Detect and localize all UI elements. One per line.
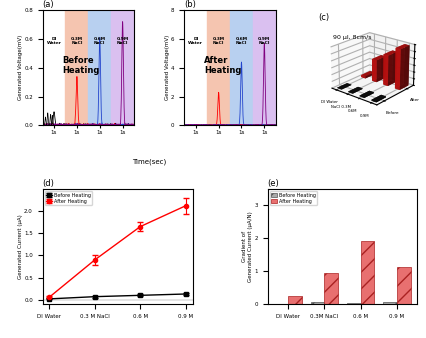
Bar <box>397 267 411 304</box>
Bar <box>88 10 111 125</box>
Bar <box>253 10 276 125</box>
Text: (b): (b) <box>184 0 196 9</box>
Bar <box>288 296 302 304</box>
Text: 0.6M
NaCl: 0.6M NaCl <box>236 37 248 45</box>
Text: Time(sec): Time(sec) <box>132 159 166 165</box>
Text: (e): (e) <box>268 179 279 188</box>
Y-axis label: Generated Voltage(mV): Generated Voltage(mV) <box>18 35 23 100</box>
Bar <box>43 10 66 125</box>
Text: DI
Water: DI Water <box>46 37 61 45</box>
Text: Before
Heating: Before Heating <box>63 56 100 75</box>
Text: 90 μl, 8cm/s: 90 μl, 8cm/s <box>334 34 372 40</box>
Y-axis label: Generated Voltage(mV): Generated Voltage(mV) <box>165 35 170 100</box>
Text: 0.9M
NaCl: 0.9M NaCl <box>258 37 271 45</box>
Bar <box>184 10 207 125</box>
Bar <box>230 10 253 125</box>
Bar <box>324 273 338 304</box>
Bar <box>111 10 134 125</box>
Legend: Before Heating, After Heating: Before Heating, After Heating <box>270 191 317 205</box>
Y-axis label: Gradient of
Generated Current (μA/N): Gradient of Generated Current (μA/N) <box>242 211 253 282</box>
Y-axis label: Generated Current (μA): Generated Current (μA) <box>18 214 23 279</box>
Text: 0.3M
NaCl: 0.3M NaCl <box>71 37 83 45</box>
Text: DI
Water: DI Water <box>188 37 203 45</box>
Bar <box>66 10 88 125</box>
Text: After
Heating: After Heating <box>204 56 242 75</box>
Text: (a): (a) <box>43 0 54 9</box>
Text: (d): (d) <box>43 179 55 188</box>
Bar <box>207 10 230 125</box>
Text: 0.6M
NaCl: 0.6M NaCl <box>94 37 106 45</box>
Bar <box>361 241 374 304</box>
Text: (c): (c) <box>319 13 330 22</box>
Bar <box>311 302 324 304</box>
Legend: Before Heating, After Heating: Before Heating, After Heating <box>45 191 92 205</box>
Text: 0.3M
NaCl: 0.3M NaCl <box>213 37 225 45</box>
Text: 0.9M
NaCl: 0.9M NaCl <box>116 37 129 45</box>
Bar <box>383 302 397 304</box>
Bar <box>347 303 361 304</box>
